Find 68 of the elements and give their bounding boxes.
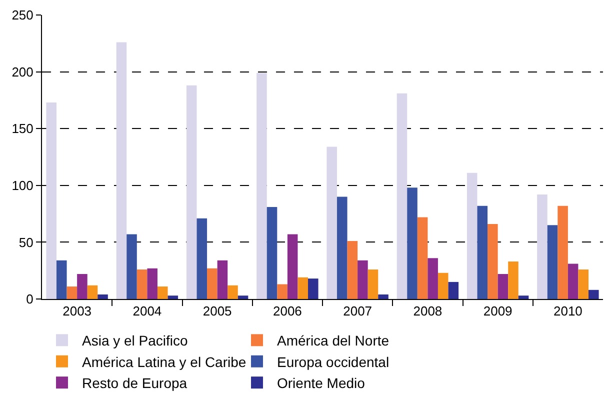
x-tick-label: 2004	[132, 304, 162, 319]
bar	[287, 234, 298, 299]
bar	[396, 93, 408, 299]
bar	[136, 269, 148, 299]
bar	[256, 72, 267, 299]
bar	[196, 218, 208, 299]
bar	[347, 241, 358, 299]
bar	[228, 285, 238, 299]
bar	[147, 268, 158, 299]
x-tick-label: 2006	[272, 304, 302, 319]
bar	[417, 217, 428, 299]
bar	[217, 260, 228, 299]
legend-label: Oriente Medio	[277, 375, 366, 392]
legend-label: Europa occidental	[277, 354, 390, 370]
bar	[87, 285, 98, 299]
bar	[186, 85, 197, 299]
bar	[368, 269, 378, 299]
bar	[238, 296, 248, 299]
bar	[326, 146, 337, 299]
bar	[488, 224, 498, 299]
legend-label: América Latina y el Caribe	[82, 354, 246, 370]
bar	[168, 296, 178, 299]
bar	[477, 206, 488, 299]
y-tick-label: 100	[12, 178, 34, 193]
bar	[498, 274, 508, 299]
legend-label: Resto de Europa	[82, 375, 188, 392]
legend-label: América del Norte	[277, 332, 390, 349]
bar	[66, 286, 78, 299]
bar	[98, 294, 108, 299]
legend-label: Asia y el Pacifico	[82, 332, 188, 349]
bar	[448, 282, 459, 299]
x-tick-label: 2010	[553, 304, 582, 319]
bar	[157, 286, 168, 299]
x-tick-label: 2005	[202, 304, 232, 319]
bar	[407, 188, 418, 299]
bar	[358, 260, 368, 299]
x-tick-label: 2009	[483, 304, 512, 319]
bar	[77, 274, 88, 299]
bar	[428, 258, 438, 299]
bar	[466, 172, 478, 299]
bar	[588, 290, 599, 299]
bar	[336, 196, 348, 299]
bar	[56, 260, 67, 299]
bar	[578, 269, 589, 299]
bar	[126, 234, 137, 299]
x-tick-label: 2003	[62, 304, 92, 319]
bar	[438, 272, 448, 299]
bar	[308, 278, 318, 299]
bar	[378, 294, 388, 299]
bar	[207, 268, 218, 299]
bar	[537, 194, 548, 299]
bar	[46, 102, 56, 299]
x-tick-label: 2007	[343, 304, 372, 319]
y-tick-label: 200	[12, 64, 34, 80]
bar	[547, 225, 558, 299]
y-tick-label: 250	[12, 8, 34, 23]
y-tick-label: 50	[18, 234, 34, 250]
y-tick-label: 150	[12, 121, 34, 136]
bar	[298, 277, 308, 299]
bar	[508, 262, 518, 299]
x-tick-label: 2008	[413, 304, 442, 319]
y-tick-label: 0	[26, 292, 34, 307]
bar	[568, 264, 578, 299]
bar	[558, 206, 568, 299]
bar	[116, 42, 127, 299]
bar	[266, 206, 278, 299]
bar	[277, 284, 288, 299]
bar	[518, 296, 529, 299]
